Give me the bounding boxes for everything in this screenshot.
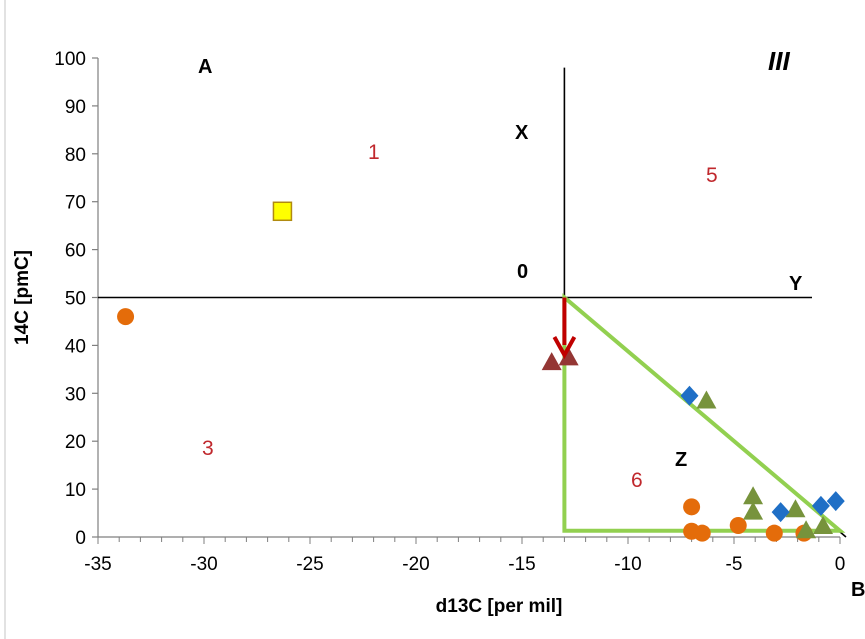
y-tick-label: 40: [65, 336, 86, 357]
y-axis-ticks: 0 10 20 30 40 50 60 70 80 90 100: [54, 49, 98, 549]
y-tick-label: 90: [65, 97, 86, 118]
circle-point: [765, 524, 783, 542]
y-tick-label: 50: [65, 289, 86, 310]
red-down-arrow: [552, 297, 577, 360]
x-tick-label: -25: [296, 554, 323, 575]
arrow-head: [552, 336, 577, 360]
square-point: [272, 201, 293, 222]
y-tick-label: 100: [54, 49, 86, 70]
x-tick-label: -30: [190, 554, 217, 575]
region-label-3: 3: [202, 437, 214, 460]
triangle-point: [813, 515, 834, 534]
region-label-5: 5: [706, 164, 718, 187]
highlight-triangle: [562, 293, 846, 533]
x-tick-label: -15: [508, 554, 535, 575]
y-tick-label: 10: [65, 480, 86, 501]
x-axis-label: d13C [per mil]: [436, 596, 563, 617]
x-axis-ticks: -35 -30 -25 -20 -15 -10 -5 0: [84, 537, 845, 575]
data-points: [117, 201, 845, 542]
triangle-point: [743, 486, 764, 505]
diamond-point: [680, 385, 699, 406]
y-tick-label: 60: [65, 241, 86, 262]
label-Z: Z: [675, 449, 687, 471]
triangle-point: [558, 347, 579, 366]
region-label-1: 1: [368, 141, 380, 164]
x-tick-label: -35: [84, 554, 111, 575]
triangle-point: [696, 390, 717, 409]
circle-point: [117, 308, 135, 326]
x-tick-label: -5: [726, 554, 743, 575]
triangle-point: [796, 520, 817, 539]
label-X: X: [515, 122, 529, 144]
y-axis-label: 14C [pmC]: [12, 250, 33, 345]
circle-point: [683, 498, 701, 516]
x-tick-label: -20: [402, 554, 429, 575]
diamond-point: [811, 495, 830, 516]
y-tick-label: 30: [65, 384, 86, 405]
label-Y: Y: [789, 273, 803, 295]
region-label-6: 6: [631, 469, 643, 492]
label-A: A: [198, 56, 212, 78]
circle-point: [729, 517, 747, 535]
label-origin-zero: 0: [517, 261, 528, 283]
diamond-point: [826, 491, 845, 512]
x-tick-label: -10: [614, 554, 641, 575]
triangle-point: [743, 501, 764, 520]
y-tick-label: 80: [65, 145, 86, 166]
circle-point: [693, 524, 711, 542]
label-B: B: [851, 579, 865, 601]
label-roman-three: III: [768, 46, 790, 76]
diamond-point: [771, 502, 790, 523]
y-tick-label: 20: [65, 432, 86, 453]
y-tick-label: 70: [65, 193, 86, 214]
triangle-point: [785, 499, 806, 518]
triangle-point: [541, 352, 562, 371]
y-tick-label: 0: [75, 528, 86, 549]
x-tick-label: 0: [835, 554, 846, 575]
